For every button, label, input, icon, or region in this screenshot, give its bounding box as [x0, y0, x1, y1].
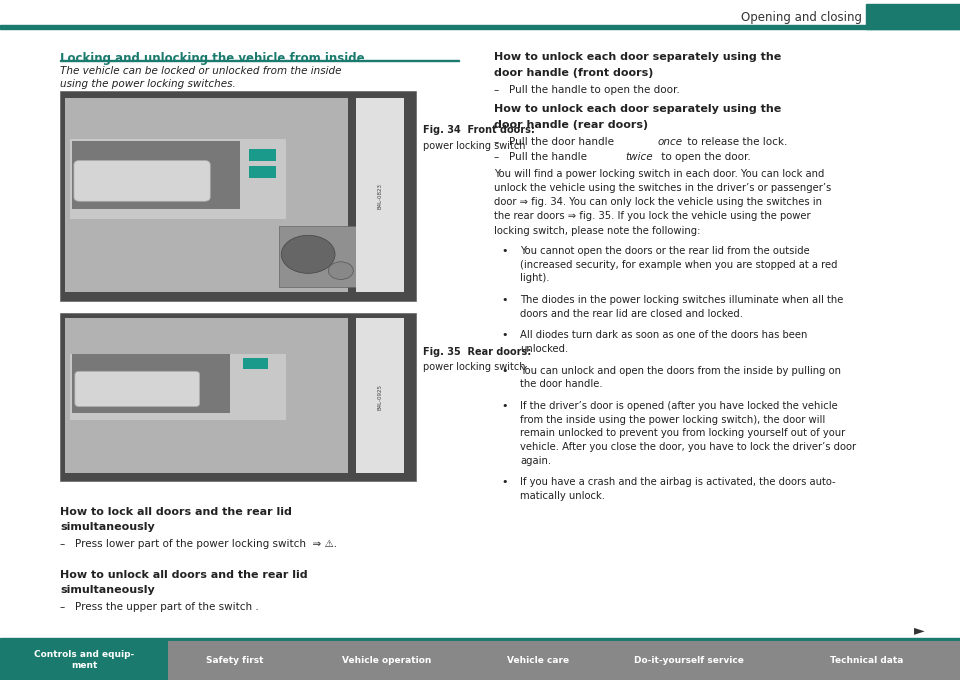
- Text: from the inside using the power locking switch), the door will: from the inside using the power locking …: [520, 415, 826, 425]
- Text: •: •: [501, 477, 508, 488]
- Text: locking switch, please note the following:: locking switch, please note the followin…: [494, 226, 701, 236]
- Text: remain unlocked to prevent you from locking yourself out of your: remain unlocked to prevent you from lock…: [520, 428, 846, 439]
- FancyBboxPatch shape: [74, 160, 210, 201]
- Text: B4L-0823: B4L-0823: [377, 183, 383, 209]
- Text: 49: 49: [904, 10, 922, 23]
- Text: How to unlock each door separately using the: How to unlock each door separately using…: [494, 52, 781, 63]
- Text: (increased security, for example when you are stopped at a red: (increased security, for example when yo…: [520, 260, 838, 270]
- Text: Vehicle operation: Vehicle operation: [342, 656, 431, 665]
- Text: •: •: [501, 366, 508, 376]
- Text: again.: again.: [520, 456, 551, 466]
- Text: How to unlock each door separately using the: How to unlock each door separately using…: [494, 104, 781, 114]
- Text: If you have a crash and the airbag is activated, the doors auto-: If you have a crash and the airbag is ac…: [520, 477, 836, 488]
- Text: light).: light).: [520, 273, 550, 284]
- Text: the door handle.: the door handle.: [520, 379, 603, 390]
- Text: to release the lock.: to release the lock.: [684, 137, 787, 148]
- Text: door ⇒ fig. 34. You can only lock the vehicle using the switches in: door ⇒ fig. 34. You can only lock the ve…: [494, 197, 823, 207]
- Text: door handle (rear doors): door handle (rear doors): [494, 120, 649, 130]
- Text: –   Pull the handle: – Pull the handle: [494, 152, 590, 163]
- Text: Controls and equip-
ment: Controls and equip- ment: [34, 650, 134, 670]
- Text: –   Press lower part of the power locking switch  ⇒ ⚠.: – Press lower part of the power locking …: [60, 539, 338, 549]
- Text: You can unlock and open the doors from the inside by pulling on: You can unlock and open the doors from t…: [520, 366, 841, 376]
- Bar: [60, 313, 416, 481]
- Text: •: •: [501, 330, 508, 341]
- Text: •: •: [501, 295, 508, 305]
- Bar: [356, 98, 404, 292]
- Text: How to unlock all doors and the rear lid: How to unlock all doors and the rear lid: [60, 570, 308, 580]
- Text: Fig. 35  Rear doors:: Fig. 35 Rear doors:: [423, 347, 532, 357]
- Bar: [70, 354, 286, 420]
- Text: –   Pull the handle to open the door.: – Pull the handle to open the door.: [494, 85, 680, 95]
- Text: All diodes turn dark as soon as one of the doors has been: All diodes turn dark as soon as one of t…: [520, 330, 807, 341]
- Text: twice: twice: [625, 152, 653, 163]
- Bar: [356, 318, 404, 473]
- Text: simultaneously: simultaneously: [60, 522, 156, 532]
- Text: doors and the rear lid are closed and locked.: doors and the rear lid are closed and lo…: [520, 309, 743, 319]
- Text: unlocked.: unlocked.: [520, 344, 568, 354]
- Bar: [773, 641, 960, 680]
- Text: vehicle. After you close the door, you have to lock the driver’s door: vehicle. After you close the door, you h…: [520, 442, 856, 452]
- Bar: [605, 641, 773, 680]
- Bar: [60, 60, 459, 61]
- Text: power locking switch: power locking switch: [423, 141, 526, 151]
- Text: to open the door.: to open the door.: [658, 152, 751, 163]
- Text: •: •: [501, 401, 508, 411]
- Bar: [243, 358, 268, 369]
- Text: Technical data: Technical data: [829, 656, 903, 665]
- Bar: [60, 91, 416, 301]
- Bar: [866, 4, 960, 29]
- Text: How to lock all doors and the rear lid: How to lock all doors and the rear lid: [60, 507, 293, 517]
- Bar: [249, 166, 276, 178]
- Text: You will find a power locking switch in each door. You can lock and: You will find a power locking switch in …: [494, 169, 825, 179]
- Text: once: once: [658, 137, 683, 148]
- Text: power locking switch: power locking switch: [423, 362, 526, 373]
- Text: If the driver’s door is opened (after you have locked the vehicle: If the driver’s door is opened (after yo…: [520, 401, 838, 411]
- Bar: [72, 354, 230, 413]
- Text: –   Press the upper part of the switch .: – Press the upper part of the switch .: [60, 602, 259, 613]
- Circle shape: [328, 262, 353, 279]
- Bar: [65, 98, 348, 292]
- Bar: [72, 141, 240, 209]
- Text: Fig. 34  Front doors:: Fig. 34 Front doors:: [423, 125, 536, 135]
- Text: The diodes in the power locking switches illuminate when all the: The diodes in the power locking switches…: [520, 295, 844, 305]
- Text: unlock the vehicle using the switches in the driver’s or passenger’s: unlock the vehicle using the switches in…: [494, 183, 831, 193]
- Circle shape: [281, 235, 335, 273]
- Bar: [168, 641, 302, 680]
- Text: Safety first: Safety first: [206, 656, 264, 665]
- Text: the rear doors ⇒ fig. 35. If you lock the vehicle using the power: the rear doors ⇒ fig. 35. If you lock th…: [494, 211, 811, 222]
- Text: Vehicle care: Vehicle care: [507, 656, 568, 665]
- Text: matically unlock.: matically unlock.: [520, 491, 606, 501]
- Text: door handle (front doors): door handle (front doors): [494, 68, 654, 78]
- Text: using the power locking switches.: using the power locking switches.: [60, 79, 236, 89]
- Bar: [249, 149, 276, 161]
- Text: simultaneously: simultaneously: [60, 585, 156, 596]
- Text: •: •: [501, 246, 508, 256]
- Text: Do-it-yourself service: Do-it-yourself service: [634, 656, 744, 665]
- Text: B4L-0925: B4L-0925: [377, 384, 383, 410]
- Text: Opening and closing: Opening and closing: [741, 10, 862, 24]
- Text: Locking and unlocking the vehicle from inside: Locking and unlocking the vehicle from i…: [60, 52, 365, 65]
- Bar: [70, 139, 286, 219]
- Text: The vehicle can be locked or unlocked from the inside: The vehicle can be locked or unlocked fr…: [60, 66, 342, 76]
- Text: You cannot open the doors or the rear lid from the outside: You cannot open the doors or the rear li…: [520, 246, 810, 256]
- Text: –   Pull the door handle: – Pull the door handle: [494, 137, 617, 148]
- Bar: [470, 641, 605, 680]
- Bar: [0, 638, 960, 641]
- Bar: [302, 641, 470, 680]
- Bar: [65, 318, 348, 473]
- Text: ►: ►: [914, 624, 924, 638]
- Bar: [279, 226, 361, 287]
- Bar: [0, 641, 168, 680]
- Bar: [0, 25, 960, 29]
- FancyBboxPatch shape: [75, 371, 200, 407]
